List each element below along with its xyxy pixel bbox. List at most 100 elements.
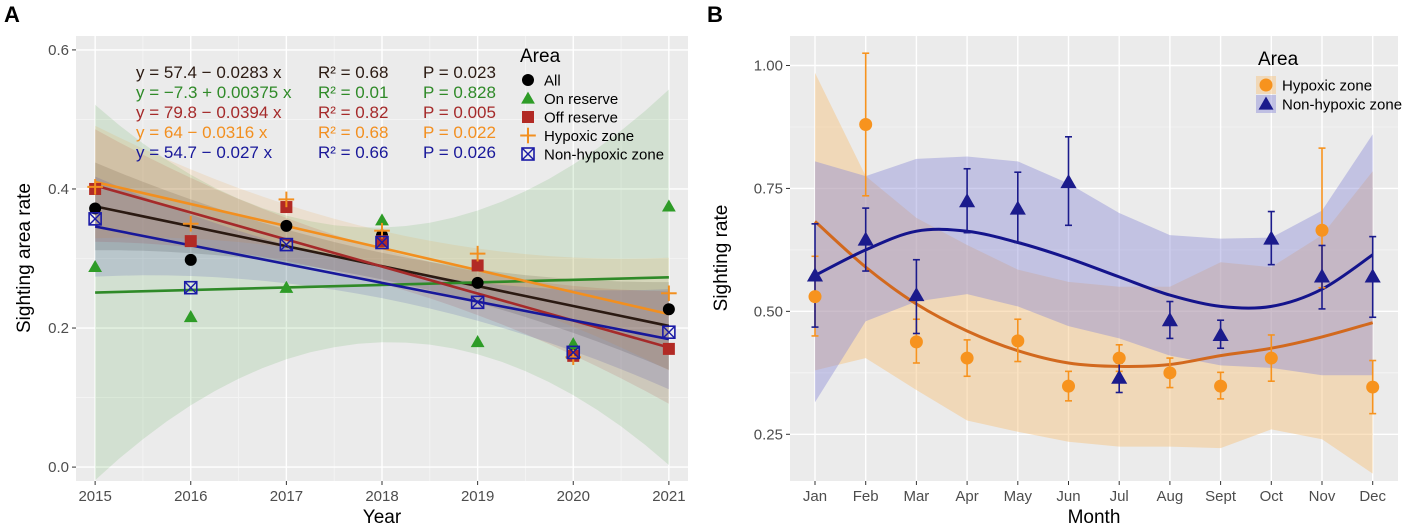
point-non-hypoxic-zone — [88, 212, 102, 226]
legend-key-off-reserve — [522, 111, 534, 123]
panel-a-x-axis-title: Year — [363, 507, 402, 528]
x-tick-label: Jan — [803, 488, 827, 505]
point-hypoxic-zone — [1011, 334, 1025, 348]
x-tick-label: Oct — [1260, 488, 1284, 505]
point-hypoxic-zone-shape — [1163, 366, 1177, 380]
point-hypoxic-zone — [909, 335, 923, 349]
legend-key-all — [522, 74, 534, 86]
x-tick-label: 2018 — [365, 488, 398, 505]
point-on-reserve-shape — [183, 310, 198, 323]
point-non-hypoxic-zone-d2 — [566, 345, 580, 359]
x-tick-label: 2019 — [461, 488, 494, 505]
point-non-hypoxic-zone-shape — [1364, 268, 1381, 283]
legend-key-hypoxic-zone — [520, 127, 536, 144]
legend-label-all: All — [544, 73, 561, 90]
point-non-hypoxic-zone — [662, 325, 676, 340]
point-non-hypoxic-zone — [857, 231, 874, 246]
point-non-hypoxic-zone — [806, 267, 824, 282]
point-non-hypoxic-zone-shape — [1313, 268, 1331, 283]
point-on-reserve-shape — [470, 335, 485, 348]
x-tick-label: Aug — [1157, 488, 1184, 505]
legend-key-non-hypoxic-zone-d2 — [521, 147, 535, 161]
legend-label-hypoxic-zone: Hypoxic zone — [544, 128, 634, 145]
point-non-hypoxic-zone-d2 — [471, 295, 485, 309]
point-non-hypoxic-zone-d2 — [279, 238, 293, 252]
point-all-shape — [89, 202, 102, 215]
y-tick-label: 0.75 — [754, 180, 783, 197]
y-tick-label: 0.0 — [48, 459, 69, 476]
x-tick-label: Feb — [853, 488, 879, 505]
legend-key-all-shape — [522, 74, 534, 86]
panel-a-ticks: 0.0 0.2 0.4 0.6 2015 2016 2017 2018 2019 2020 2021 — [48, 42, 685, 505]
legend-key-off-reserve-shape — [522, 111, 534, 123]
legend-label-non-hypoxic-zone: Non-hypoxic zone — [1282, 97, 1402, 114]
panel-b-gridlines — [790, 36, 1398, 481]
equation-on-reserve: P = 0.828 — [423, 83, 496, 102]
panel-b-data-points — [806, 118, 1381, 394]
point-hypoxic-zone — [469, 245, 486, 262]
panel-b-legend-title: Area — [1258, 49, 1299, 70]
point-hypoxic-zone — [1315, 223, 1329, 237]
x-tick-label: Nov — [1309, 488, 1336, 505]
equation-non-hypoxic-zone: R² = 0.66 — [318, 143, 388, 162]
x-tick-label: 2017 — [270, 488, 303, 505]
point-non-hypoxic-zone-box — [566, 345, 581, 360]
point-all-shape — [471, 276, 484, 289]
panel-a: A 0.0 0.2 0.4 0.6 2015 2016 2017 2018 2019 2020 20… — [4, 2, 688, 528]
point-hypoxic-zone-shape — [909, 335, 923, 349]
equation-all: y = 57.4 − 0.0283 x — [136, 63, 282, 82]
panel-a-data-points — [87, 179, 677, 366]
point-all-shape — [662, 303, 675, 316]
point-on-reserve-shape — [279, 280, 294, 293]
panel-b-x-axis-title: Month — [1068, 507, 1121, 528]
point-hypoxic-zone — [960, 351, 974, 365]
point-all — [280, 219, 293, 232]
smooth-line-hypoxic-zone — [814, 220, 1374, 368]
point-non-hypoxic-zone-shape — [857, 231, 874, 246]
point-hypoxic-zone — [859, 118, 873, 132]
y-tick-label: 0.6 — [48, 42, 69, 59]
point-hypoxic-zone — [182, 215, 199, 232]
y-tick-label: 0.2 — [48, 320, 69, 337]
point-non-hypoxic-zone-box — [183, 280, 198, 295]
panel-b-ticks: 0.25 0.50 0.75 1.00 Jan Feb Mar Apr May Jun Jul Aug… — [754, 58, 1387, 505]
x-tick-label: 2021 — [652, 488, 685, 505]
point-hypoxic-zone-shape — [1011, 334, 1025, 348]
legend-label-off-reserve: Off reserve — [544, 110, 618, 127]
point-hypoxic-zone-shape — [1112, 351, 1126, 365]
panel-b-smooth-lines — [814, 220, 1374, 368]
panel-a-regression-equations: y = 57.4 − 0.0283 x R² = 0.68 P = 0.023 y =… — [136, 63, 496, 162]
point-non-hypoxic-zone — [566, 345, 581, 360]
point-all — [471, 276, 484, 289]
legend-key-on-reserve — [521, 91, 535, 104]
point-non-hypoxic-zone — [470, 295, 485, 310]
legend-key-non-hypoxic-zone-shape — [1258, 96, 1274, 110]
point-off-reserve — [184, 235, 197, 248]
x-tick-label: Apr — [955, 488, 978, 505]
equation-non-hypoxic-zone: y = 54.7 − 0.027 x — [136, 143, 273, 162]
point-hypoxic-zone-shape — [1315, 223, 1329, 237]
point-hypoxic-zone — [87, 179, 103, 195]
legend-key-on-reserve-shape — [521, 91, 535, 104]
y-tick-label: 1.00 — [754, 58, 783, 75]
point-on-reserve — [470, 335, 485, 348]
point-non-hypoxic-zone-shape — [1212, 326, 1229, 341]
point-non-hypoxic-zone — [1263, 230, 1280, 245]
point-on-reserve-shape — [375, 213, 389, 226]
x-tick-label: Jul — [1110, 488, 1129, 505]
equation-hypoxic-zone: y = 64 − 0.0316 x — [136, 123, 268, 142]
point-hypoxic-zone-shape — [859, 118, 873, 132]
legend-label-hypoxic-zone: Hypoxic zone — [1282, 78, 1372, 95]
equation-all: R² = 0.68 — [318, 63, 388, 82]
point-non-hypoxic-zone — [1111, 369, 1128, 384]
panel-b-letter: B — [707, 2, 723, 27]
point-all — [662, 303, 675, 316]
point-non-hypoxic-zone-box — [88, 212, 102, 226]
x-tick-label: Jun — [1056, 488, 1080, 505]
panel-b: B 0.25 0.50 0.75 1.00 Jan Feb Mar Apr May Jun Jul A… — [707, 2, 1402, 528]
y-tick-label: 0.50 — [754, 303, 783, 320]
point-non-hypoxic-zone-shape — [1060, 173, 1077, 189]
point-off-reserve — [662, 342, 675, 355]
